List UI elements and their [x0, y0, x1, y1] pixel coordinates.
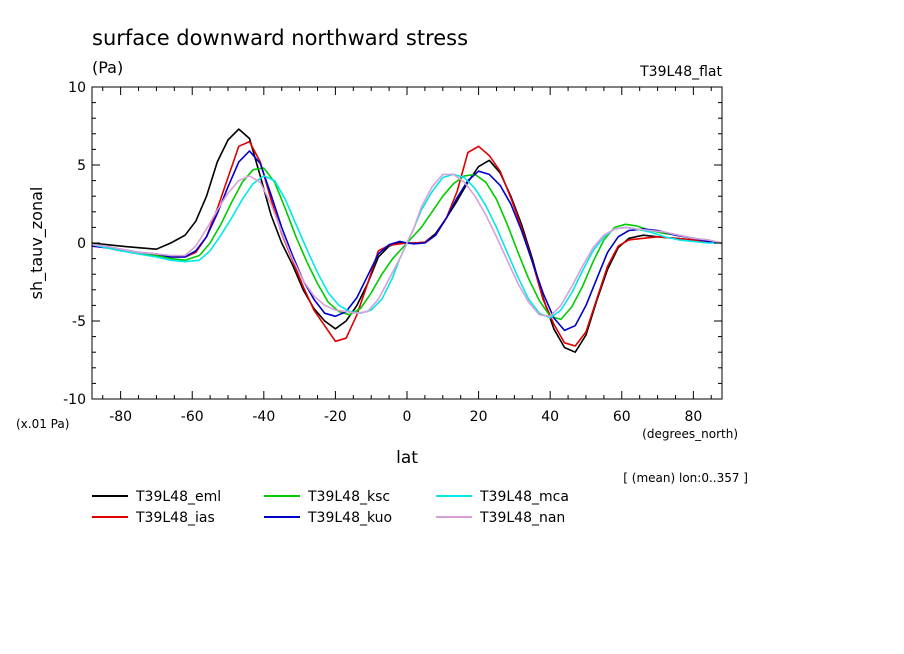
legend-label: T39L48_ias — [135, 510, 215, 526]
x-tick-label: -20 — [324, 409, 347, 425]
legend-label: T39L48_mca — [479, 489, 569, 505]
ticks-layer: -80 -60 -40 -20 0 20 40 60 80 -10 -5 0 5 10 — [63, 80, 722, 425]
y-tick-label: 0 — [77, 236, 86, 252]
x-tick-label: 60 — [613, 409, 631, 425]
x-tick-label: 40 — [541, 409, 559, 425]
x-tick-label: -40 — [252, 409, 275, 425]
legend-label: T39L48_ksc — [307, 489, 390, 505]
y-tick-label: 5 — [77, 158, 86, 174]
series-line-T39L48_ksc — [91, 167, 723, 321]
y-tick-label: -10 — [63, 392, 86, 408]
chart-tag: T39L48_flat — [639, 64, 722, 80]
series-line-T39L48_nan — [91, 173, 723, 318]
y-scale-note: (x.01 Pa) — [16, 417, 69, 431]
y-tick-label: 10 — [68, 80, 86, 96]
legend-label: T39L48_eml — [135, 489, 221, 505]
x-axis-units: (degrees_north) — [642, 427, 738, 441]
y-axis-label: sh_tauv_zonal — [27, 187, 47, 300]
series-layer — [91, 128, 723, 353]
chart-units: (Pa) — [92, 58, 123, 77]
x-tick-label: -60 — [181, 409, 204, 425]
legend-label: T39L48_kuo — [307, 510, 392, 526]
legend-label: T39L48_nan — [479, 510, 565, 526]
x-tick-label: -80 — [109, 409, 132, 425]
x-tick-label: 20 — [470, 409, 488, 425]
footnote: [ (mean) lon:0..357 ] — [623, 471, 748, 485]
x-tick-label: 0 — [403, 409, 412, 425]
legend: T39L48_eml T39L48_ias T39L48_ksc T39L48_kuo… — [92, 489, 569, 526]
y-tick-label: -5 — [72, 314, 86, 330]
x-axis-label: lat — [396, 448, 418, 468]
chart-title: surface downward northward stress — [92, 26, 468, 50]
series-line-T39L48_mca — [91, 173, 722, 319]
x-tick-label: 80 — [684, 409, 702, 425]
